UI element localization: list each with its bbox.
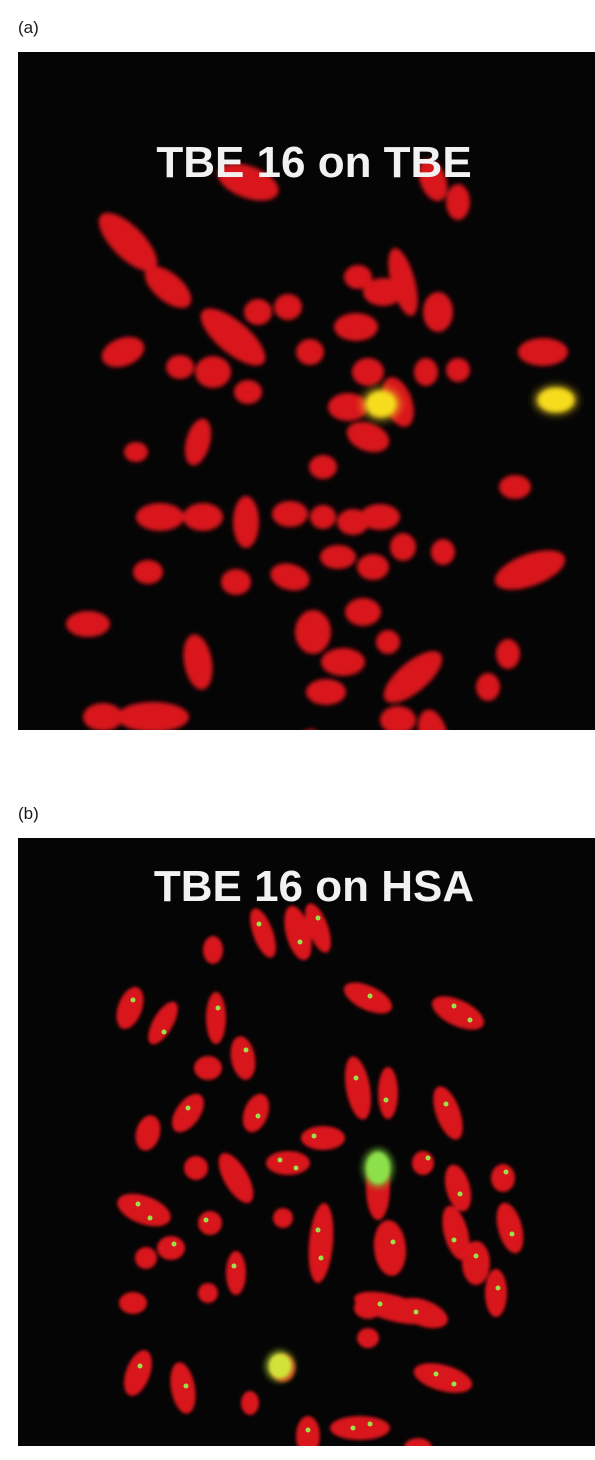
panel-a-micrograph: TBE 16 on TBE	[18, 52, 595, 730]
panel-a-image: TBE 16 on TBE	[18, 52, 595, 730]
panel-a-label: (a)	[18, 18, 39, 37]
panel-a-chromosomes	[66, 158, 568, 730]
panel-a-title: TBE 16 on TBE	[156, 138, 471, 187]
panel-b-probe-signals	[265, 1148, 394, 1382]
panel-b-micrograph: TBE 16 on HSA	[18, 838, 595, 1446]
panel-a-probe-signals	[361, 385, 578, 421]
panel-b-image: TBE 16 on HSA	[18, 838, 595, 1446]
panel-b-chromosomes	[116, 903, 524, 1446]
panel-b-title: TBE 16 on HSA	[154, 862, 474, 911]
panel-b-probe-dots	[130, 915, 515, 1433]
panel-b-label: (b)	[18, 804, 39, 823]
